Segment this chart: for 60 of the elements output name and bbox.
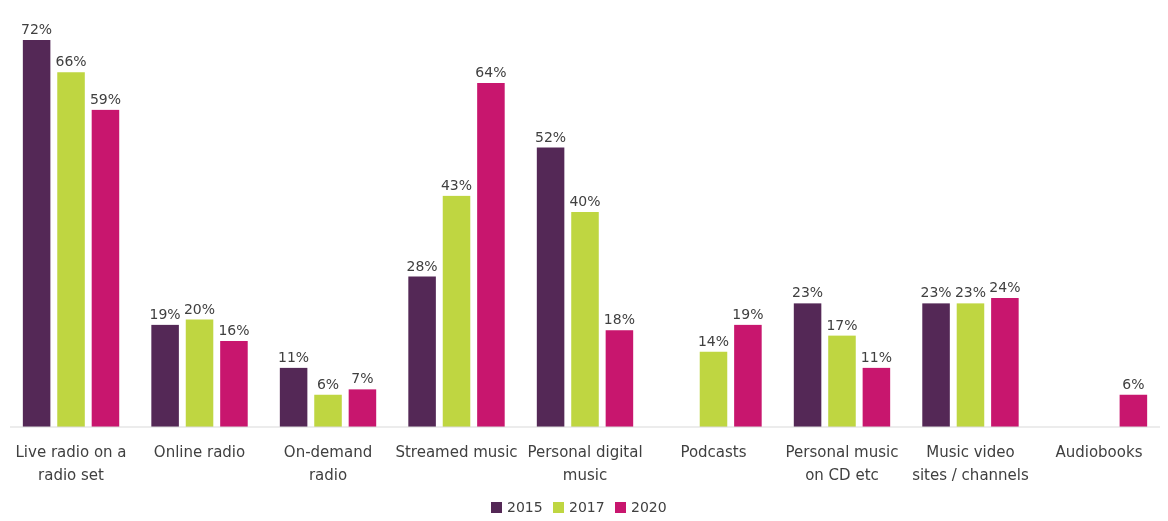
data-label: 11%	[278, 348, 310, 365]
data-label: 11%	[860, 348, 892, 365]
bar	[408, 276, 436, 427]
data-label: 24%	[989, 279, 1021, 295]
data-label: 20%	[183, 300, 216, 317]
x-tick-label: Personal digital music	[527, 443, 643, 484]
bar	[220, 341, 248, 427]
data-label: 43%	[440, 176, 473, 193]
bar	[1119, 394, 1148, 427]
bar	[922, 303, 950, 427]
bar	[151, 324, 179, 427]
bar	[605, 330, 634, 427]
data-label: 6%	[316, 375, 340, 392]
data-label: 23%	[954, 284, 987, 301]
bar	[477, 83, 505, 427]
x-tick-label: Music video sites / channels	[912, 443, 1029, 484]
data-label: 64%	[475, 64, 507, 80]
data-label: 23%	[792, 284, 824, 301]
legend-label: 2015	[507, 499, 543, 515]
x-tick-label: Streamed music	[395, 443, 518, 461]
data-label: 66%	[55, 53, 87, 70]
data-label: 17%	[826, 316, 858, 333]
bar	[862, 367, 891, 427]
data-label: 52%	[535, 128, 567, 145]
data-label: 16%	[218, 322, 250, 338]
x-tick-label: Podcasts	[680, 443, 747, 461]
data-label: 72%	[21, 21, 53, 37]
bar	[57, 72, 85, 427]
x-tick-label: Personal music on CD etc	[785, 443, 899, 484]
data-label: 23%	[920, 284, 952, 301]
bar	[348, 389, 377, 427]
x-tick-label: Online radio	[153, 443, 246, 461]
data-label: 6%	[1122, 375, 1145, 392]
x-tick-label: Live radio on a radio set	[15, 443, 127, 484]
legend-label: 2020	[631, 499, 667, 515]
data-label: 59%	[89, 90, 122, 107]
bar	[956, 303, 985, 427]
bar	[91, 109, 120, 427]
bar	[734, 324, 762, 427]
data-label: 18%	[603, 311, 635, 328]
x-tick-label: On-demand radio	[283, 443, 373, 484]
data-label: 19%	[732, 305, 764, 322]
bar	[314, 394, 342, 427]
x-tick-label: Audiobooks	[1055, 443, 1143, 461]
bar	[442, 195, 471, 427]
bar	[571, 212, 599, 427]
data-label: 14%	[697, 332, 730, 349]
data-label: 40%	[569, 193, 601, 209]
bar	[536, 147, 565, 427]
bar	[279, 367, 308, 427]
data-label: 28%	[406, 257, 438, 274]
bar	[699, 351, 728, 427]
legend-label: 2017	[569, 499, 605, 515]
data-label: 19%	[149, 305, 181, 322]
bar	[828, 335, 856, 427]
bar	[185, 319, 214, 427]
data-label: 7%	[351, 370, 374, 387]
bar	[793, 303, 822, 427]
bar	[991, 298, 1019, 427]
bar	[22, 40, 51, 427]
